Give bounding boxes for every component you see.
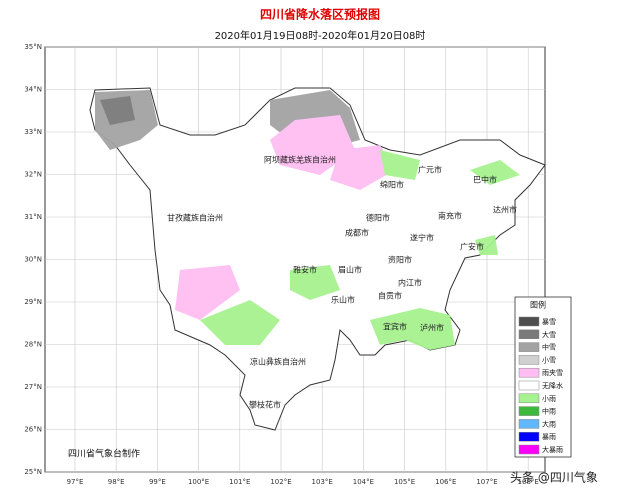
city-label: 自贡市 xyxy=(378,291,402,301)
subtitle: 2020年01月19日08时-2020年01月20日08时 xyxy=(215,29,426,42)
legend-label: 大雨 xyxy=(542,419,556,428)
city-label: 乐山市 xyxy=(331,295,355,305)
lon-label: 107°E xyxy=(476,478,497,486)
lat-label: 33°N xyxy=(24,128,42,136)
legend-swatch xyxy=(518,393,540,404)
precip-areas xyxy=(95,90,520,350)
city-label: 成都市 xyxy=(345,228,369,238)
legend-title: 图例 xyxy=(530,300,546,310)
city-label: 内江市 xyxy=(398,278,422,288)
city-label: 德阳市 xyxy=(366,213,390,223)
lon-label: 104°E xyxy=(353,478,374,486)
legend-label: 暴雨 xyxy=(542,433,556,441)
lat-label: 27°N xyxy=(24,383,42,391)
lon-label: 97°E xyxy=(67,478,84,486)
city-label: 绵阳市 xyxy=(380,180,404,190)
legend-label: 中雪 xyxy=(542,343,556,352)
legend-label: 暴雪 xyxy=(542,318,556,326)
legend-label: 小雨 xyxy=(542,394,556,403)
legend-swatch xyxy=(518,342,540,352)
city-label: 甘孜藏族自治州 xyxy=(167,213,223,223)
city-label: 眉山市 xyxy=(338,265,362,275)
city-label: 达州市 xyxy=(493,205,517,215)
legend-label: 雨夹雪 xyxy=(542,368,563,377)
legend-label: 中雨 xyxy=(542,407,556,416)
city-label: 资阳市 xyxy=(388,255,412,265)
legend-label: 小雪 xyxy=(542,355,556,364)
labels: 35°N 34°N 33°N 32°N 31°N 30°N 29°N 28°N 27°N 26°N… xyxy=(24,43,539,486)
footer: 四川省气象台制作 xyxy=(68,448,140,460)
lat-label: 26°N xyxy=(24,426,42,434)
lat-label: 35°N xyxy=(24,43,42,51)
lat-label: 32°N xyxy=(24,171,42,179)
city-label: 巴中市 xyxy=(473,175,497,185)
legend-swatch xyxy=(518,419,540,429)
legend-label: 无降水 xyxy=(542,381,563,390)
lon-label: 106°E xyxy=(435,478,456,486)
legend-swatch xyxy=(518,329,540,340)
lon-label: 103°E xyxy=(312,478,333,486)
legend-label: 大暴雨 xyxy=(542,445,563,454)
lon-label: 99°E xyxy=(149,478,166,486)
lon-label: 105°E xyxy=(394,478,415,486)
city-label: 遂宁市 xyxy=(410,233,434,243)
lon-label: 100°E xyxy=(188,478,209,486)
lat-label: 28°N xyxy=(24,341,42,349)
city-label: 广安市 xyxy=(460,242,484,252)
city-label: 阿坝藏族羌族自治州 xyxy=(264,155,336,165)
city-label: 南充市 xyxy=(438,211,462,221)
city-label: 泸州市 xyxy=(420,323,444,333)
lat-label: 30°N xyxy=(24,256,42,264)
legend-swatch xyxy=(518,444,540,455)
legend-swatch xyxy=(518,316,540,327)
legend-swatch xyxy=(518,406,540,416)
city-label: 凉山彝族自治州 xyxy=(250,357,306,367)
lon-label: 101°E xyxy=(229,478,250,486)
city-label: 宜宾市 xyxy=(383,322,407,332)
city-label: 雅安市 xyxy=(293,265,317,275)
lon-label: 108°E xyxy=(518,478,539,486)
title: 四川省降水落区预报图 xyxy=(260,7,380,22)
legend-swatch xyxy=(518,380,540,391)
legend-swatch xyxy=(518,355,540,365)
lat-label: 29°N xyxy=(24,298,42,306)
legend-swatch xyxy=(518,431,540,442)
city-label: 攀枝花市 xyxy=(249,400,281,410)
legend-label: 大雪 xyxy=(542,330,556,339)
lat-label: 25°N xyxy=(24,468,42,476)
city-label: 广元市 xyxy=(418,165,442,175)
watermark: 头条 @四川气象 xyxy=(510,470,598,485)
lon-label: 102°E xyxy=(270,478,291,486)
lat-label: 34°N xyxy=(24,86,42,94)
lon-label: 98°E xyxy=(108,478,125,486)
lat-label: 31°N xyxy=(24,213,42,221)
legend-swatch xyxy=(518,367,540,378)
